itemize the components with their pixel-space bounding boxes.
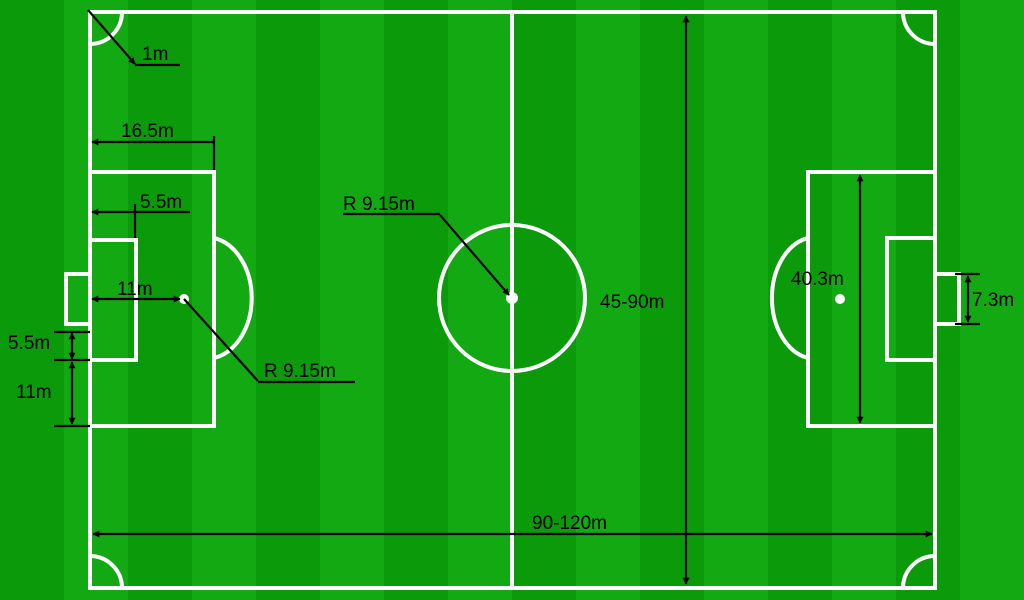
penalty-arc-radius-label: R 9.15m [264, 361, 336, 382]
corner-arc-top-right [901, 11, 936, 46]
goal-width-label: 7.3m [972, 290, 1014, 311]
left-goal [64, 272, 92, 326]
corner-arc-leader [87, 9, 136, 65]
corner-arc-bottom-left [89, 554, 124, 589]
grass-stripe [448, 0, 513, 600]
grass-stripe [768, 0, 833, 600]
penalty-arc-radius-leader [183, 298, 259, 382]
grass-stripe [320, 0, 385, 600]
center-circle-radius-leader [439, 214, 510, 296]
penalty-area-offset-label: 11m [16, 382, 52, 403]
penalty-area-width-label: 40.3m [791, 269, 844, 290]
corner-arc-label: 1m [142, 44, 168, 65]
grass-stripe [512, 0, 577, 600]
grass-stripe [704, 0, 769, 600]
pitch-markings [64, 10, 961, 590]
grass-stripe [0, 0, 65, 600]
corner-arc-top-left [89, 11, 124, 46]
pitch-length-label: 90-120m [532, 513, 607, 534]
penalty-spot-distance-label: 11m [117, 279, 153, 300]
corner-arc-bottom-right [901, 554, 936, 589]
dimension-annotations: 1m 16.5m 5.5m 11m R 9.15m 5.5m 11m R 9.1… [8, 9, 1014, 585]
goal-area-depth-label: 5.5m [140, 192, 182, 213]
left-penalty-arc [213, 236, 254, 360]
right-penalty-arc [769, 236, 809, 360]
goal-area-offset-label: 5.5m [8, 333, 50, 354]
grass-stripe [896, 0, 961, 600]
pitch-width-label: 45-90m [600, 292, 664, 313]
center-circle [437, 223, 587, 373]
grass-stripe [256, 0, 321, 600]
right-penalty-spot [835, 294, 845, 304]
penalty-area-depth-label: 16.5m [121, 121, 174, 142]
grass-stripe [192, 0, 257, 600]
center-circle-radius-label: R 9.15m [343, 194, 415, 215]
right-goal [933, 272, 961, 326]
grass-stripe [640, 0, 705, 600]
